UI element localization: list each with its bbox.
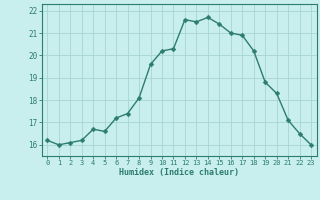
X-axis label: Humidex (Indice chaleur): Humidex (Indice chaleur) xyxy=(119,168,239,177)
